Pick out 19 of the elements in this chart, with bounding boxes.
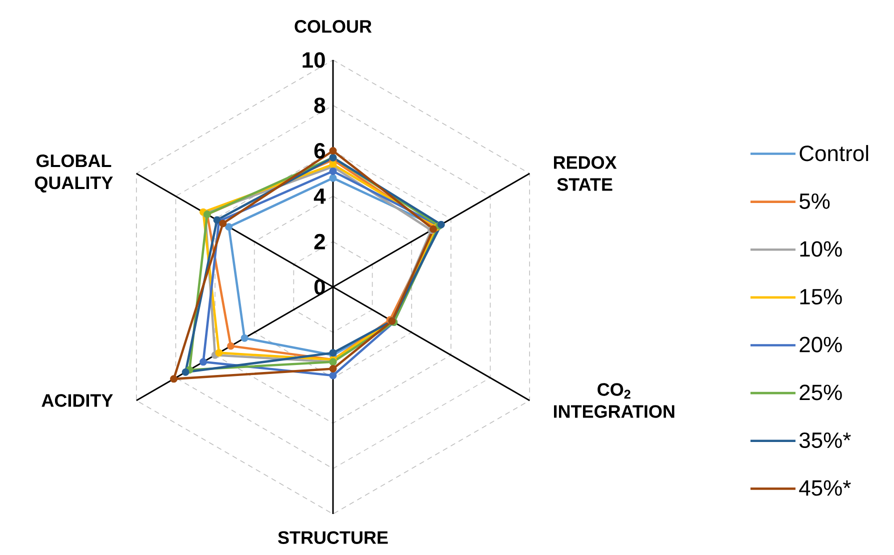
legend-label: 20%	[800, 336, 842, 352]
legend-label: 5%	[800, 193, 830, 209]
y-tick-label: 2	[314, 234, 325, 250]
spoke-label: REDOX STATE	[554, 156, 617, 191]
spoke-label: STRUCTURE	[278, 531, 388, 544]
y-tick-label: 4	[314, 188, 326, 204]
legend-label: 25%	[800, 384, 842, 400]
legend-label: 45%*	[799, 480, 851, 496]
spoke-label: ACIDITY	[42, 394, 113, 407]
legend-label: 35%*	[799, 432, 851, 448]
y-tick-label: 6	[314, 143, 326, 159]
spoke-label: CO$_{2}$ INTEGRATION	[554, 383, 674, 418]
y-tick-label: 10	[302, 52, 325, 68]
legend-label: 10%	[800, 241, 842, 257]
y-tick-label: 8	[314, 98, 326, 114]
spoke-label: GLOBAL QUALITY	[34, 154, 113, 193]
legend-label: Control	[800, 145, 868, 162]
legend-label: 15%	[800, 289, 842, 305]
spoke-label: COLOUR	[294, 20, 372, 33]
